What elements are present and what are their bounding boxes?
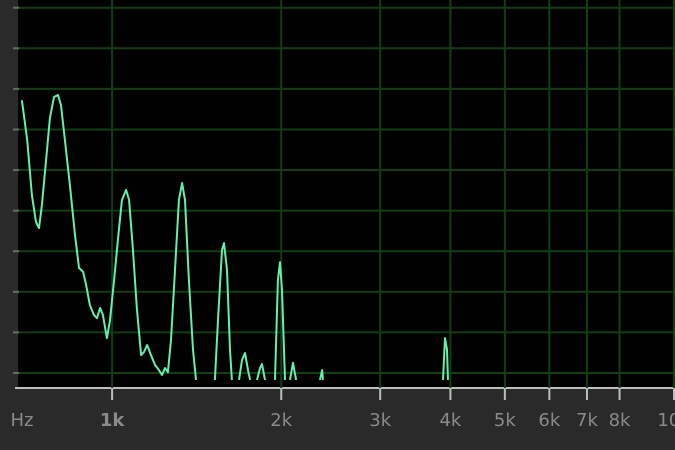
x-tick-label: 6k — [538, 410, 560, 431]
x-tick-label: 1k — [100, 410, 126, 431]
spectrum-line — [20, 94, 449, 380]
x-tick-label: 5k — [494, 410, 516, 431]
x-tick-label: 3k — [369, 410, 391, 431]
x-tick-label: 10k — [657, 410, 675, 431]
x-tick-label: 2k — [270, 410, 292, 431]
x-tick-label: 7k — [576, 410, 598, 431]
x-axis-label: Hz — [11, 410, 34, 431]
x-tick-label: 4k — [439, 410, 461, 431]
x-tick-label: 8k — [609, 410, 631, 431]
plot-area — [18, 0, 675, 388]
